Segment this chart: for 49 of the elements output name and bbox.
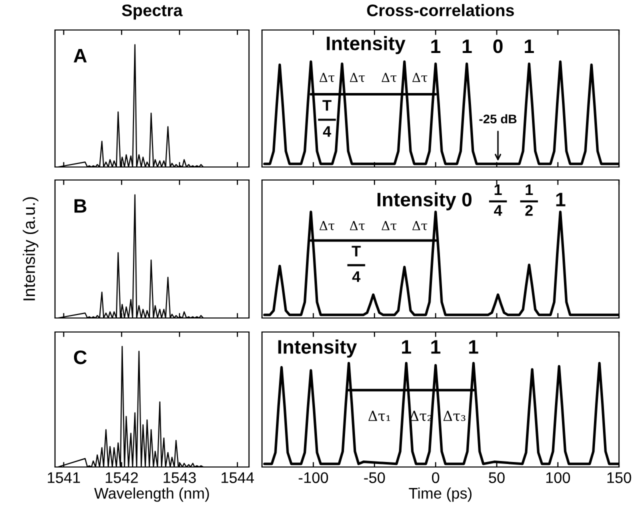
text: 1: [402, 340, 412, 354]
annotation: B: [74, 199, 86, 213]
x-tick-label: 50: [488, 472, 505, 484]
text: Intensity: [378, 192, 456, 210]
x-axis-title: Time (ps): [408, 487, 472, 502]
text: 1: [524, 40, 534, 53]
y-axis-title: Intensity (a.u.): [22, 197, 38, 300]
x-tick-label: 150: [607, 472, 632, 484]
text: 1: [469, 340, 478, 354]
annotation: Δτ: [350, 72, 365, 82]
chart-title: Cross-correlations: [367, 4, 514, 16]
annotation: -25 dB: [479, 114, 516, 124]
annotation: Δτ: [412, 72, 428, 82]
annotation: C: [74, 350, 87, 364]
annotation: Δτ: [319, 220, 334, 230]
annotation: A: [74, 49, 87, 62]
annotation: Δτ: [350, 220, 365, 230]
text: Intensity: [278, 340, 357, 358]
x-tick-label: 1541: [48, 472, 80, 484]
text: 0: [462, 192, 472, 206]
text: 1: [494, 184, 502, 195]
annotation: Δτ₃: [443, 410, 466, 422]
text: 1: [556, 192, 566, 206]
x-tick-label: 1543: [164, 472, 196, 484]
annotation: Δτ: [382, 72, 397, 82]
annotation: Δτ: [412, 220, 428, 230]
x-tick-label: 0: [432, 472, 440, 484]
annotation: T: [322, 100, 332, 111]
annotation: Δτ: [319, 72, 334, 82]
annotation: 2: [525, 205, 533, 216]
chart-title: Spectra: [122, 4, 183, 20]
text: 1: [431, 340, 440, 354]
x-tick-label: 1542: [106, 472, 138, 484]
text: 0: [493, 39, 503, 54]
annotation: T: [352, 246, 361, 256]
text: 1: [462, 40, 472, 53]
annotation: 4: [494, 205, 502, 216]
x-tick-label: -50: [364, 472, 385, 484]
x-tick-label: 1544: [222, 472, 254, 484]
x-tick-label: 100: [546, 472, 570, 484]
annotation: 4: [322, 126, 332, 137]
text: 1: [431, 40, 440, 53]
x-tick-label: -100: [298, 472, 328, 484]
text: 1: [526, 184, 533, 195]
annotation: 4: [352, 271, 360, 282]
annotation: Δτ: [382, 220, 397, 230]
text: Intensity: [326, 36, 406, 54]
x-axis-title: Wavelength (nm): [94, 487, 209, 502]
annotation: Δτ₁: [368, 410, 390, 421]
